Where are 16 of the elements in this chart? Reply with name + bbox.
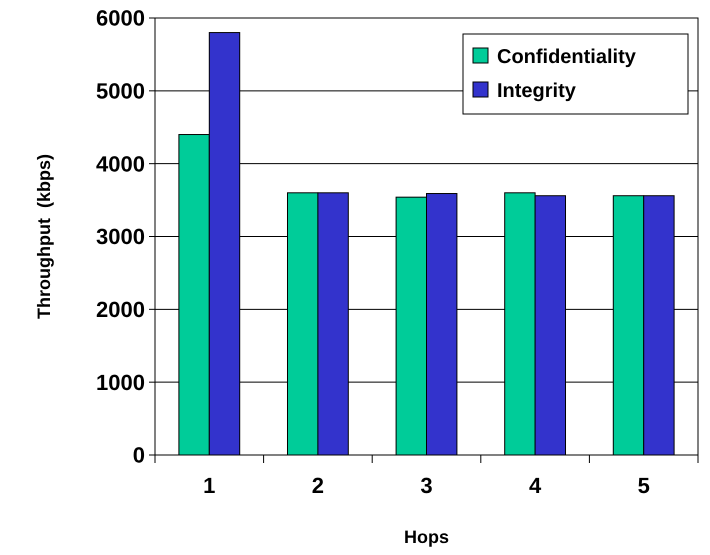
y-tick-label: 2000 [96, 297, 145, 322]
y-tick-label: 4000 [96, 151, 145, 176]
y-tick-label: 1000 [96, 370, 145, 395]
x-tick-label: 3 [420, 473, 433, 498]
y-tick-label: 3000 [96, 224, 145, 250]
x-tick-label: 2 [312, 473, 324, 498]
y-tick-label: 5000 [96, 78, 145, 104]
y-axis-title: Throughput (kbps) [34, 154, 54, 319]
x-tick-label: 1 [203, 473, 216, 498]
legend-label: Confidentiality [497, 46, 637, 68]
x-axis-title: Hops [404, 527, 449, 547]
x-tick-label: 5 [638, 473, 650, 498]
y-tick-label: 0 [132, 442, 145, 468]
y-tick-label: 6000 [96, 6, 145, 31]
legend-label: Integrity [497, 80, 577, 102]
x-tick-label: 4 [528, 473, 542, 498]
